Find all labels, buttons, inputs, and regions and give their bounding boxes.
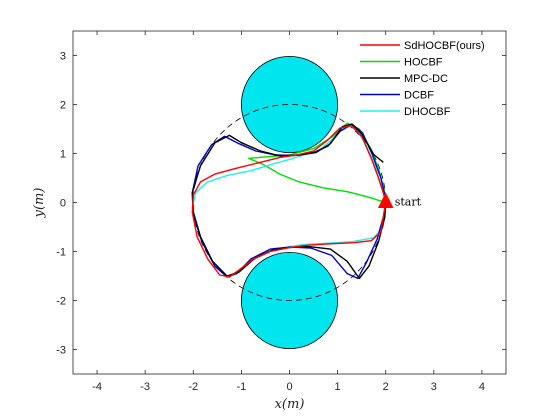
- x-tick-label: 0: [286, 381, 292, 393]
- axis-labels: x(m) y(m): [32, 188, 304, 412]
- y-axis-label: y(m): [32, 188, 47, 219]
- y-tick-label: -1: [56, 247, 66, 259]
- start-label: start: [395, 196, 422, 209]
- legend-entry: MPC-DC: [404, 73, 448, 85]
- series-lines: [191, 122, 387, 280]
- x-axis-label: x(m): [275, 397, 305, 412]
- y-tick-label: 3: [60, 51, 66, 63]
- legend-entry: HOCBF: [404, 57, 443, 69]
- x-tick-label: -1: [236, 381, 246, 393]
- x-tick-label: 3: [431, 381, 437, 393]
- x-tick-label: -3: [140, 381, 150, 393]
- start-marker: [377, 192, 394, 208]
- legend: SdHOCBF(ours) HOCBF MPC-DC DCBF DHOCBF: [356, 36, 500, 123]
- x-tick-label: 1: [335, 381, 341, 393]
- x-tick-label: -4: [92, 381, 102, 393]
- y-tick-label: 2: [60, 100, 66, 112]
- series-line-sdhocbf-ours: [191, 124, 387, 278]
- x-tick-label: 2: [383, 381, 389, 393]
- y-tick-label: 0: [60, 198, 66, 210]
- obstacle-1: [240, 55, 339, 154]
- y-tick-label: -2: [56, 296, 66, 308]
- legend-entry: DCBF: [404, 90, 434, 102]
- start-marker-group: start: [377, 192, 422, 209]
- legend-box: [356, 36, 500, 123]
- y-tick-label: -3: [56, 345, 66, 357]
- ticks: -4 -3 -2 -1 0 1 2 3 4 -3 -2 -1 0 1 2 3: [56, 31, 506, 393]
- legend-entry: DHOCBF: [404, 106, 451, 118]
- x-tick-label: -2: [188, 381, 198, 393]
- x-tick-label: 4: [479, 381, 485, 393]
- legend-entry: SdHOCBF(ours): [404, 40, 485, 52]
- y-tick-label: 1: [60, 149, 66, 161]
